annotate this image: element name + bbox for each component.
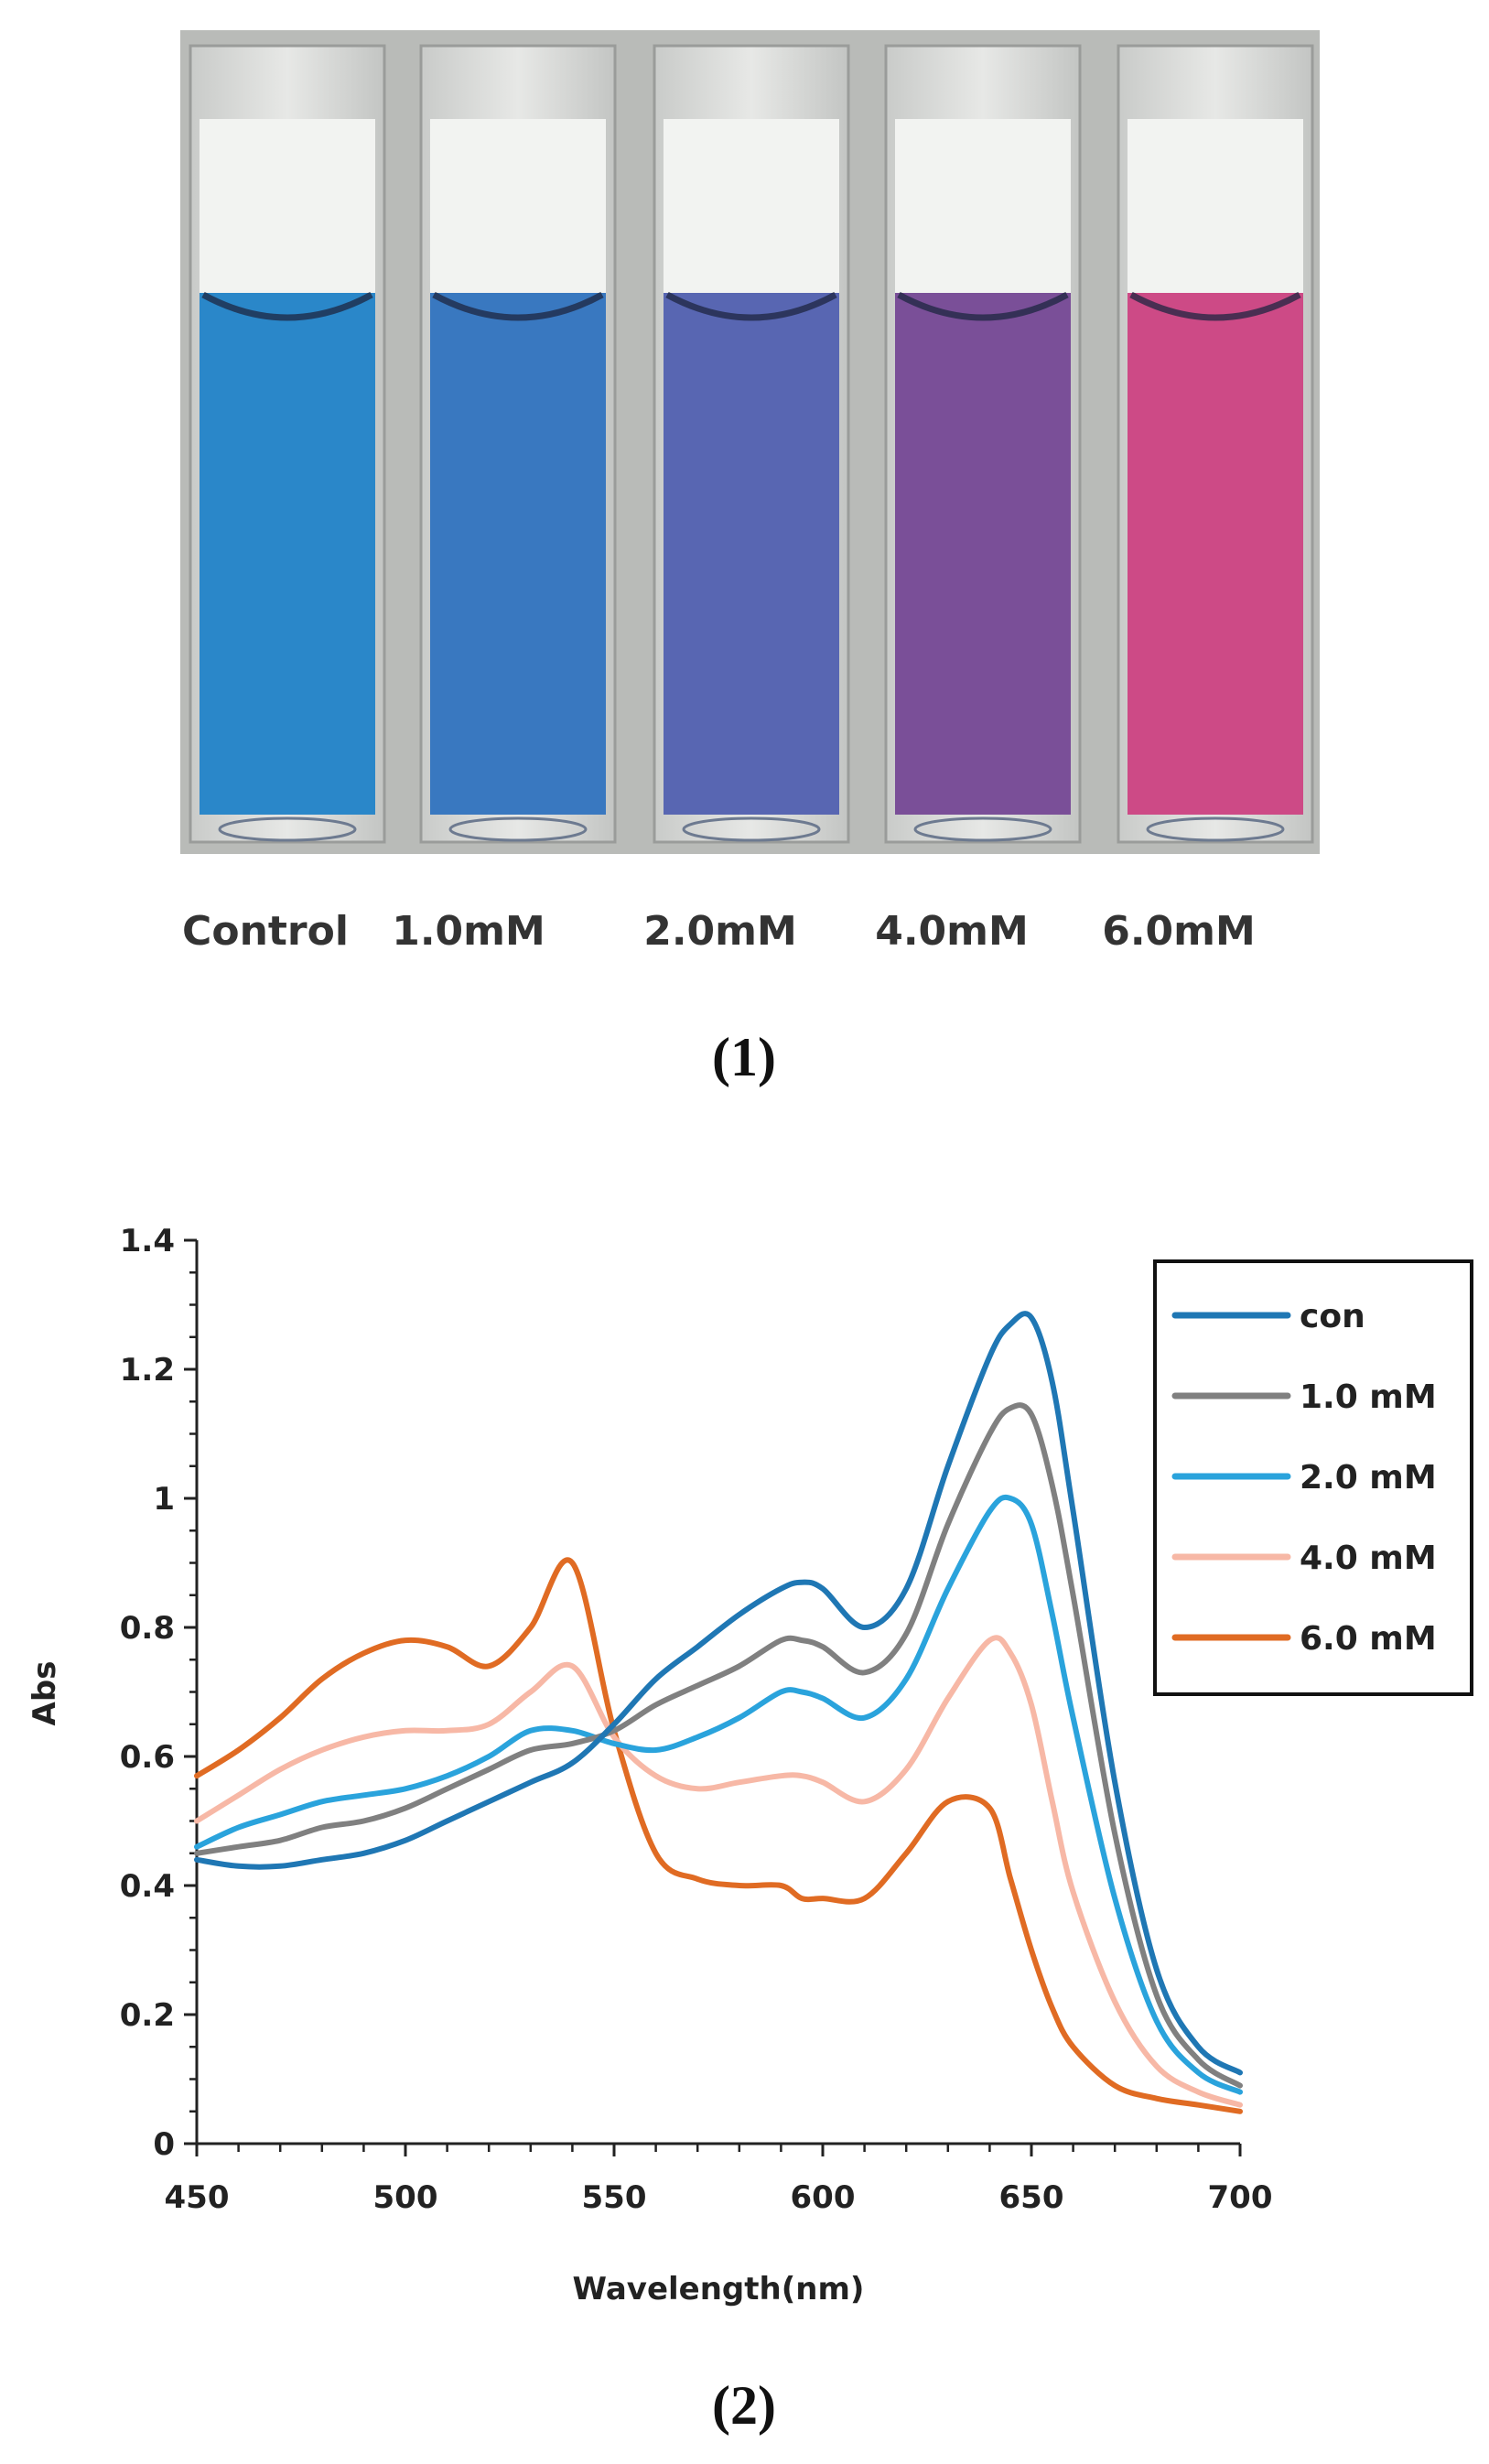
y-tick-label: 1.2 [120, 1352, 175, 1389]
series-line [194, 1635, 1243, 2108]
cuvette-air-space [664, 119, 839, 293]
cuvette-solution [430, 293, 606, 815]
y-axis-title: Abs [27, 1661, 63, 1726]
cuvette-base [448, 816, 588, 842]
cuvette-solution [1128, 293, 1303, 815]
cuvette-meniscus [1129, 291, 1301, 321]
legend-label: 2.0 mM [1300, 1459, 1437, 1497]
x-tick-label: 500 [373, 2179, 438, 2216]
sample-label: Control [182, 908, 349, 955]
series-line [194, 1402, 1243, 2089]
sample-label: 4.0mM [875, 908, 1029, 955]
cuvette-air-space [430, 119, 606, 293]
x-tick-label: 600 [791, 2179, 856, 2216]
cuvette [653, 44, 850, 844]
cuvette-base [218, 816, 357, 842]
x-tick-label: 700 [1208, 2179, 1273, 2216]
cuvette-meniscus [665, 291, 837, 321]
x-tick-label: 550 [582, 2179, 647, 2216]
legend-label: 1.0 mM [1300, 1378, 1437, 1416]
chart-legend: con 1.0 mM 2.0 mM 4.0 mM 6.0 mM [1153, 1259, 1473, 1696]
cuvette-base [682, 816, 821, 842]
cuvette-meniscus [897, 291, 1069, 321]
x-axis-title: Wavelength(nm) [573, 2271, 865, 2307]
cuvette-air-space [200, 119, 375, 293]
legend-label: 4.0 mM [1300, 1540, 1437, 1577]
sample-label: 1.0mM [392, 908, 545, 955]
y-tick-label: 0.6 [120, 1739, 175, 1776]
cuvette [189, 44, 386, 844]
series-line [194, 1494, 1243, 2095]
y-tick-label: 0 [153, 2126, 175, 2163]
cuvette-solution [200, 293, 375, 815]
cuvette-base [913, 816, 1052, 842]
cuvette-solution [664, 293, 839, 815]
legend-label: 6.0 mM [1300, 1620, 1437, 1658]
photo-panel-caption: (1) [712, 1027, 776, 1087]
cuvette-air-space [1128, 119, 1303, 293]
cuvette-meniscus [201, 291, 373, 321]
cuvette-base [1146, 816, 1285, 842]
y-tick-label: 0.2 [120, 1997, 175, 2034]
x-tick-label: 650 [999, 2179, 1064, 2216]
cuvette-photo [180, 30, 1320, 854]
cuvette [884, 44, 1082, 844]
y-tick-label: 1.4 [120, 1223, 175, 1259]
cuvette [419, 44, 617, 844]
absorbance-chart: 00.20.40.60.811.21.4 450 500 550 600 650 700 … [27, 1223, 1473, 2307]
chart-panel-caption: (2) [712, 2375, 776, 2436]
sample-label: 2.0mM [643, 908, 797, 955]
series-line [194, 1311, 1243, 2076]
cuvette-air-space [895, 119, 1071, 293]
y-tick-label: 0.8 [120, 1610, 175, 1647]
legend-label: con [1300, 1298, 1365, 1335]
sample-label: 6.0mM [1102, 908, 1256, 955]
series-line [194, 1557, 1243, 2114]
y-tick-label: 0.4 [120, 1868, 175, 1905]
cuvette-solution [895, 293, 1071, 815]
cuvette [1117, 44, 1314, 844]
cuvette-meniscus [432, 291, 604, 321]
x-tick-label: 450 [165, 2179, 230, 2216]
y-tick-label: 1 [153, 1481, 175, 1518]
